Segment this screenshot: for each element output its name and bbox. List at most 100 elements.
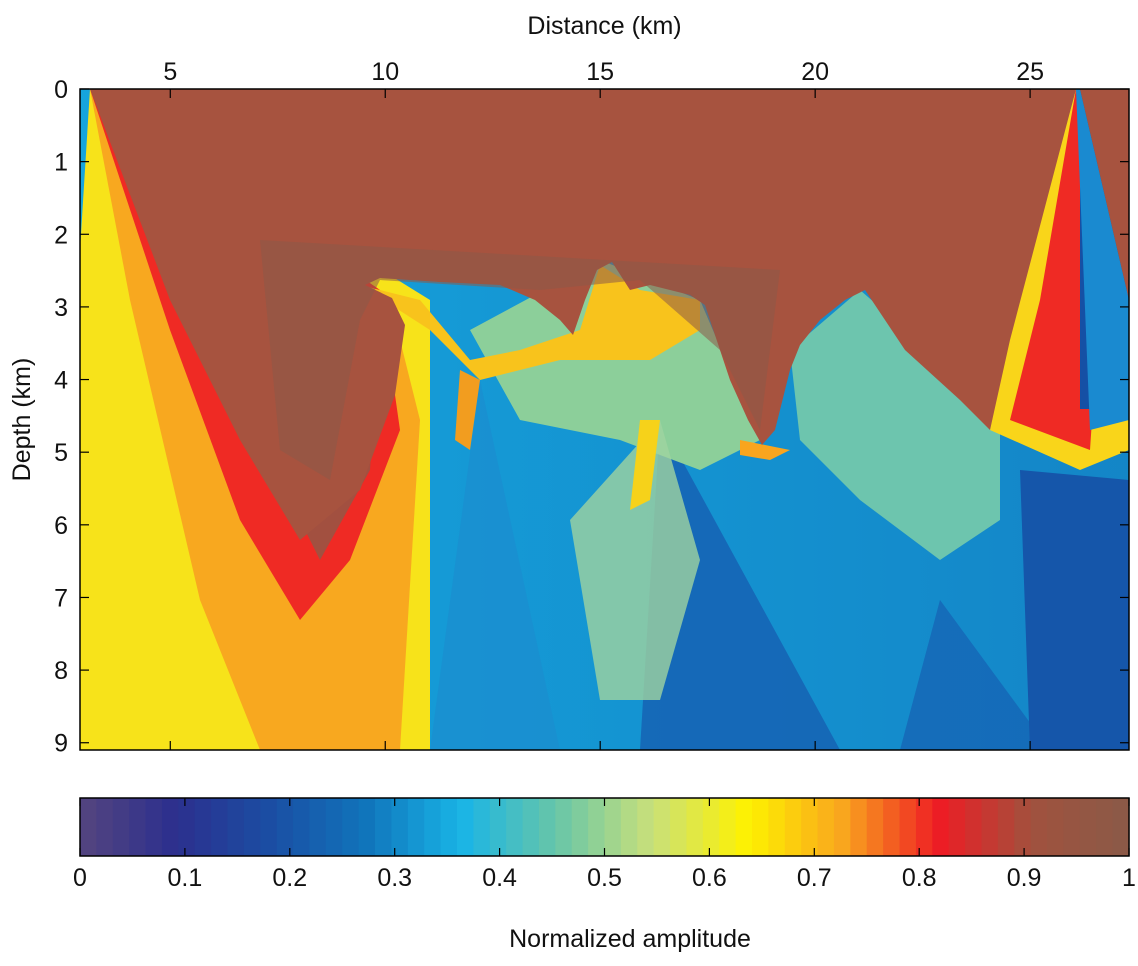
y-axis-ticks: 0 1 2 3 4 5 6 7 8 9 [54,76,1129,758]
colorbar-segment [161,798,179,856]
x-tick-label: 25 [1016,58,1044,86]
colorbar-segment [670,798,688,856]
colorbar-segment [604,798,622,856]
colorbar-segment [866,798,884,856]
colorbar-segment [391,798,409,856]
colorbar-tick-label: 0.2 [272,864,307,892]
colorbar-segment [538,798,556,856]
colorbar-segment [702,798,720,856]
colorbar-segment [194,798,212,856]
colorbar-segment [637,798,655,856]
x-tick-label: 5 [163,58,177,86]
colorbar-segment [1063,798,1081,856]
colorbar-segment [80,798,97,856]
colorbar-tick-label: 0.7 [797,864,832,892]
colorbar-segment [915,798,933,856]
colorbar-segment [473,798,491,856]
colorbar-segment [686,798,704,856]
colorbar-segment [309,798,327,856]
colorbar-segment [571,798,589,856]
colorbar-segment [375,798,393,856]
colorbar-segment [424,798,442,856]
colorbar-segment [735,798,753,856]
colorbar-segment [522,798,540,856]
colorbar-segment [293,798,311,856]
colorbar-segment [1014,798,1032,856]
colorbar-title: Normalized amplitude [509,925,751,953]
colorbar-ticks: 0 0.1 0.2 0.3 0.4 0.5 0.6 0.7 0.8 0.9 1 [73,798,1136,892]
x-tick-label: 20 [801,58,829,86]
colorbar-segment [260,798,278,856]
colorbar-segment [96,798,114,856]
colorbar-segment [768,798,786,856]
colorbar-segment [653,798,671,856]
colorbar-tick-label: 0.5 [587,864,622,892]
colorbar-tick-label: 0.6 [692,864,727,892]
colorbar-tick-label: 1 [1122,864,1136,892]
colorbar-segment [620,798,638,856]
colorbar-segment [801,798,819,856]
y-tick-label: 8 [54,657,68,685]
colorbar-segment [1079,798,1097,856]
colorbar-segment [588,798,606,856]
colorbar-segment [883,798,901,856]
colorbar-segment [948,798,966,856]
y-tick-label: 0 [54,76,68,104]
y-tick-label: 1 [54,149,68,177]
colorbar-segment [407,798,425,856]
colorbar-segment [489,798,507,856]
x-axis-title: Distance (km) [527,12,681,40]
colorbar-segment [276,798,294,856]
colorbar-segment [1096,798,1114,856]
colorbar-segment [243,798,261,856]
y-tick-label: 5 [54,439,68,467]
colorbar-segment [965,798,983,856]
y-tick-label: 4 [54,367,68,395]
colorbar-segment [899,798,917,856]
x-tick-label: 15 [586,58,614,86]
colorbar-segment [752,798,770,856]
colorbar-tick-label: 0.8 [902,864,937,892]
colorbar-tick-label: 0.1 [168,864,203,892]
colorbar-segment [506,798,524,856]
colorbar-segment [833,798,851,856]
colorbar-segment [719,798,737,856]
colorbar-segment [145,798,163,856]
amplitude-heatmap [80,89,1129,750]
colorbar-segment [358,798,376,856]
colorbar-tick-label: 0.4 [482,864,517,892]
plot-frame [79,88,1130,751]
x-tick-label: 10 [371,58,399,86]
colorbar-segment [440,798,458,856]
y-tick-label: 3 [54,294,68,322]
colorbar-segment [932,798,950,856]
colorbar-segment [555,798,573,856]
colorbar-segment [784,798,802,856]
colorbar-segment [178,798,196,856]
colorbar-tick-label: 0.9 [1007,864,1042,892]
colorbar-segment [112,798,130,856]
colorbar-segment [817,798,835,856]
x-axis-ticks: 5 10 15 20 25 [163,58,1044,750]
colorbar-segment [227,798,245,856]
colorbar-tick-label: 0.3 [377,864,412,892]
colorbar-segment [1047,798,1065,856]
colorbar-segment [850,798,868,856]
colorbar [80,798,1130,856]
y-tick-label: 7 [54,584,68,612]
colorbar-segment [129,798,147,856]
y-axis-title: Depth (km) [8,358,36,482]
colorbar-tick-label: 0 [73,864,87,892]
colorbar-segment [1030,798,1048,856]
colorbar-segment [342,798,360,856]
y-tick-label: 9 [54,730,68,758]
colorbar-segment [456,798,474,856]
colorbar-segment [211,798,229,856]
colorbar-segment [981,798,999,856]
y-tick-label: 6 [54,512,68,540]
colorbar-segment [325,798,343,856]
colorbar-segment [1112,798,1130,856]
colorbar-segment [997,798,1015,856]
y-tick-label: 2 [54,221,68,249]
